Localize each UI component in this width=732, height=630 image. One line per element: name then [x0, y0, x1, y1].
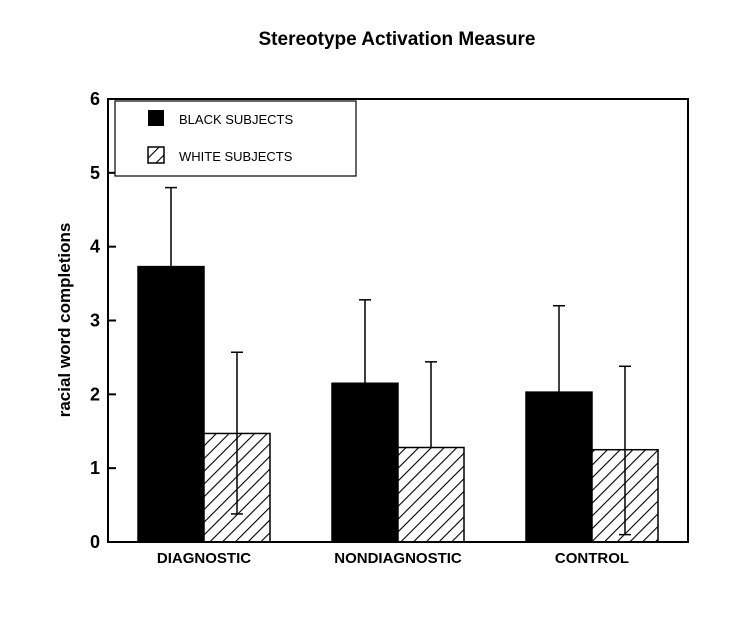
- chart-title: Stereotype Activation Measure: [259, 29, 536, 50]
- x-category-label: NONDIAGNOSTIC: [334, 550, 462, 567]
- bar-white-subjects: [397, 446, 465, 543]
- legend-label-black: BLACK SUBJECTS: [179, 112, 293, 127]
- bar-black-subjects: [137, 265, 205, 543]
- error-bars: [165, 186, 631, 536]
- y-tick-label: 4: [90, 237, 100, 257]
- bar-black-subjects: [525, 391, 593, 543]
- y-tick-label: 5: [90, 163, 100, 183]
- plot-frame: [107, 98, 689, 543]
- y-axis-label: racial word completions: [55, 223, 74, 418]
- y-tick-label: 2: [90, 384, 100, 404]
- y-tick-label: 6: [90, 89, 100, 109]
- x-category-label: DIAGNOSTIC: [157, 550, 251, 567]
- y-tick-label: 1: [90, 458, 100, 478]
- bars: [137, 265, 659, 543]
- legend-swatch-white: [147, 146, 165, 164]
- y-tick-label: 3: [90, 311, 100, 331]
- y-axis: 0 1 2 3 4 5 6: [90, 89, 116, 552]
- x-category-label: CONTROL: [555, 550, 629, 567]
- bar-black-subjects: [331, 382, 399, 543]
- x-axis: DIAGNOSTIC NONDIAGNOSTIC CONTROL: [157, 550, 629, 567]
- legend-label-white: WHITE SUBJECTS: [179, 149, 293, 164]
- y-tick-label: 0: [90, 532, 100, 552]
- legend-swatch-black: [148, 110, 164, 126]
- legend: BLACK SUBJECTS WHITE SUBJECTS: [114, 100, 357, 177]
